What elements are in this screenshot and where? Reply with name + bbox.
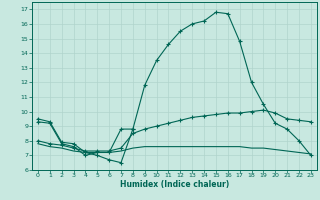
X-axis label: Humidex (Indice chaleur): Humidex (Indice chaleur) (120, 180, 229, 189)
